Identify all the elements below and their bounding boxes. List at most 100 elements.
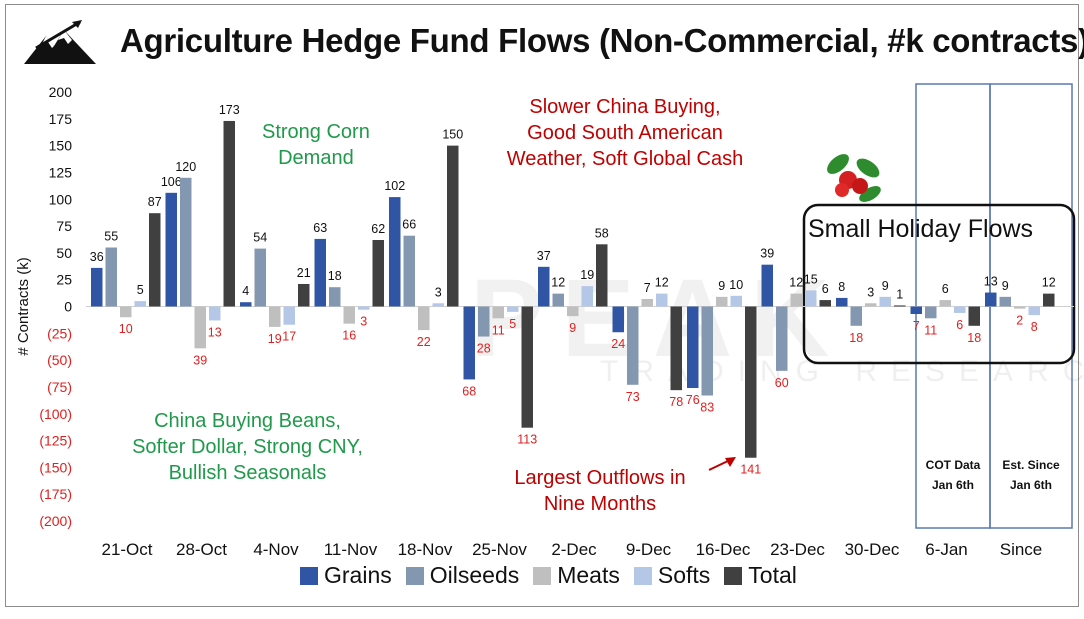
cot-line: Jan 6th [1009,478,1052,492]
data-label: 9 [1002,279,1009,293]
bar-meats [641,298,653,307]
y-tick-label: (25) [47,325,72,341]
data-label: 13 [208,325,222,339]
legend-swatch [533,566,552,585]
bar-total [223,120,235,307]
data-label: 87 [148,195,162,209]
data-label: 11 [924,323,937,337]
annotation-slower-china: Slower China Buying, Good South American… [480,94,770,172]
annotation-largest-outflows: Largest Outflows in Nine Months [495,465,705,517]
data-label: 5 [137,283,144,297]
annotation-line: Largest Outflows in [514,467,686,489]
legend-item-grains: Grains [300,562,392,589]
bar-total [819,300,831,307]
y-tick-label: 200 [49,84,73,100]
data-label: 37 [537,249,551,263]
data-label: 3 [360,315,367,329]
data-label: 19 [268,332,282,346]
x-tick-label: 25-Nov [472,540,527,559]
data-label: 120 [175,160,196,174]
legend-label: Softs [657,562,711,588]
bar-softs [730,295,742,307]
chart-title: Agriculture Hedge Fund Flows (Non-Commer… [120,22,1084,59]
bar-oilseeds [850,306,862,326]
y-tick-label: (125) [39,433,72,449]
x-tick-label: 6-Jan [925,540,968,559]
annotation-china-beans: China Buying Beans, Softer Dollar, Stron… [110,408,385,486]
y-tick-label: 50 [56,245,72,261]
bar-grains [910,306,922,315]
legend-swatch [405,566,424,585]
bar-grains [836,297,848,307]
y-tick-label: 150 [49,138,73,154]
legend-item-softs: Softs [633,562,711,589]
data-label: 8 [838,280,845,294]
annotation-holiday-flows: Small Holiday Flows [808,215,1034,243]
bar-oilseeds [627,306,639,385]
annotation-line: Softer Dollar, Strong CNY, [132,436,363,458]
outflow-arrow [708,459,731,471]
bar-oilseeds [925,306,937,319]
bar-grains [985,292,997,307]
data-label: 6 [822,282,829,296]
y-tick-label: (75) [47,379,72,395]
bar-total [521,306,533,428]
holly-berry-icon [852,178,868,194]
bar-meats [567,306,579,317]
data-label: 102 [384,179,405,193]
bar-meats [194,306,206,349]
bar-grains [761,264,773,307]
bar-meats [1014,306,1026,309]
holiday-box [802,203,1076,365]
data-label: 62 [371,222,385,236]
data-label: 8 [1031,320,1038,334]
bar-meats [939,300,951,307]
bar-softs [879,296,891,307]
data-label: 9 [569,321,576,335]
x-tick-label: 4-Nov [253,540,299,559]
data-label: 68 [462,384,476,398]
data-label: 28 [477,342,491,356]
data-label: 19 [580,268,594,282]
data-label: 78 [669,395,683,409]
bar-oilseeds [254,248,266,307]
bar-softs [656,293,668,307]
y-tick-label: 100 [49,191,73,207]
bar-oilseeds [552,293,564,307]
data-label: 17 [282,330,296,344]
data-label: 150 [442,128,463,142]
legend-swatch [724,566,743,585]
data-label: 7 [644,281,651,295]
legend-item-meats: Meats [533,562,620,589]
holly-leaf-icon [859,186,881,202]
annotation-line: China Buying Beans, [154,410,341,432]
y-tick-label: (200) [39,513,72,529]
bar-softs [507,306,519,312]
bar-meats [865,303,877,307]
est-since-label: Est. Since Jan 6th [990,455,1072,495]
data-label: 3 [435,285,442,299]
bar-softs [432,303,444,307]
bar-meats [418,306,430,331]
bar-softs [283,306,295,325]
bar-softs [805,290,817,307]
cot-line: Est. Since [1002,458,1060,472]
x-tick-label: 21-Oct [101,540,152,559]
data-label: 141 [740,463,761,477]
legend-label: Oilseeds [429,562,520,588]
bar-grains [240,302,252,307]
bar-grains [389,197,401,307]
legend-label: Meats [557,562,620,588]
data-label: 6 [942,282,949,296]
annotation-line: Good South American [527,122,723,144]
data-label: 18 [849,331,863,345]
annotation-line: Slower China Buying, [529,96,721,118]
legend-label: Grains [324,562,392,588]
bar-softs [1028,306,1040,316]
bar-softs [134,301,146,307]
data-label: 12 [789,276,803,290]
y-tick-label: (100) [39,406,72,422]
data-label: 54 [253,231,267,245]
data-label: 11 [492,323,505,337]
